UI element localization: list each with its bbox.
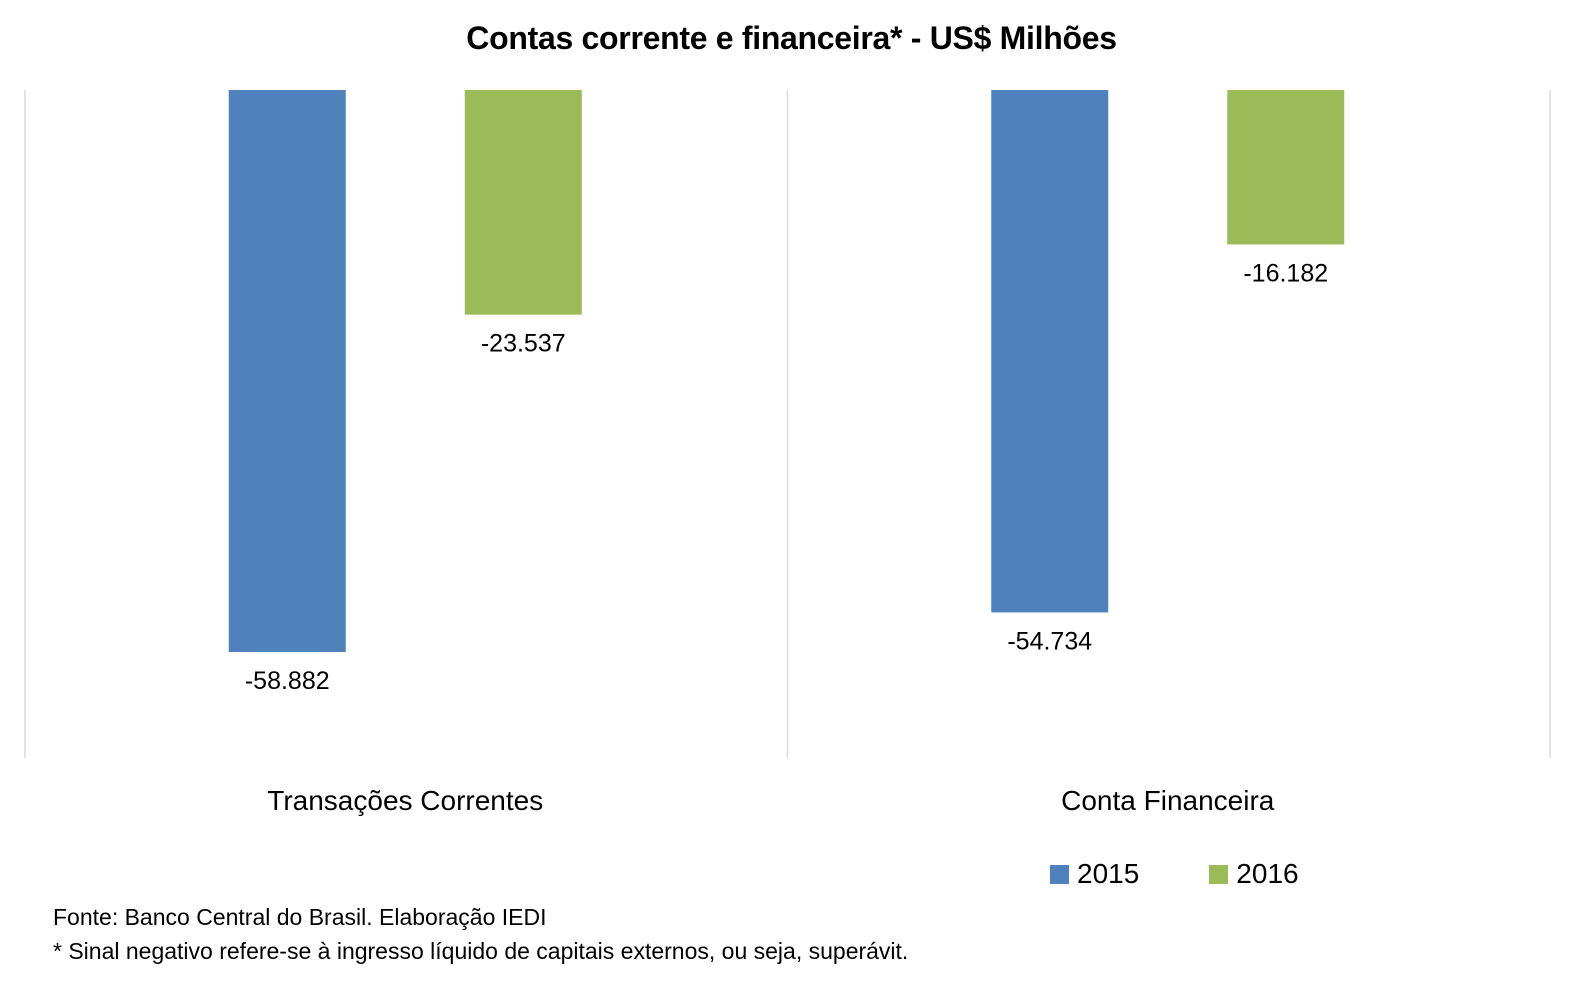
- source-note: Fonte: Banco Central do Brasil. Elaboraç…: [53, 904, 547, 930]
- data-label-2015-0: -58.882: [245, 667, 330, 695]
- footnote: * Sinal negativo refere-se à ingresso lí…: [53, 938, 909, 964]
- legend-swatch-2015: [1050, 864, 1069, 884]
- legend-swatch-2016: [1209, 864, 1229, 884]
- legend-item-2015: 2015: [1050, 858, 1139, 890]
- data-label-2016-1: -16.182: [1243, 259, 1328, 287]
- category-label-1: Conta Financeira: [1061, 785, 1275, 816]
- categories-layer: Transações Correntes Conta Financeira: [267, 785, 1275, 816]
- category-label-0: Transações Correntes: [267, 785, 543, 816]
- bar-2015-1: [991, 90, 1109, 613]
- plot-dividers: [24, 90, 1551, 758]
- legend: 2015 2016: [1050, 858, 1369, 890]
- labels-layer: -58.882 -23.537 -54.734 -16.182: [245, 259, 1328, 695]
- legend-item-2016: 2016: [1209, 858, 1299, 890]
- legend-label-2016: 2016: [1236, 858, 1299, 889]
- bar-2016-0: [464, 90, 582, 315]
- chart-title: Contas corrente e financeira* - US$ Milh…: [466, 20, 1117, 56]
- legend-label-2015: 2015: [1077, 858, 1140, 889]
- bar-2015-0: [228, 90, 346, 652]
- data-label-2015-1: -54.734: [1007, 627, 1092, 655]
- data-label-2016-0: -23.537: [481, 330, 566, 358]
- chart-notes: Fonte: Banco Central do Brasil. Elaboraç…: [53, 900, 908, 968]
- bar-2016-1: [1227, 90, 1345, 245]
- bars-layer: [228, 90, 1345, 652]
- bar-chart: -58.882 -23.537 -54.734 -16.182 Transações …: [24, 90, 1551, 816]
